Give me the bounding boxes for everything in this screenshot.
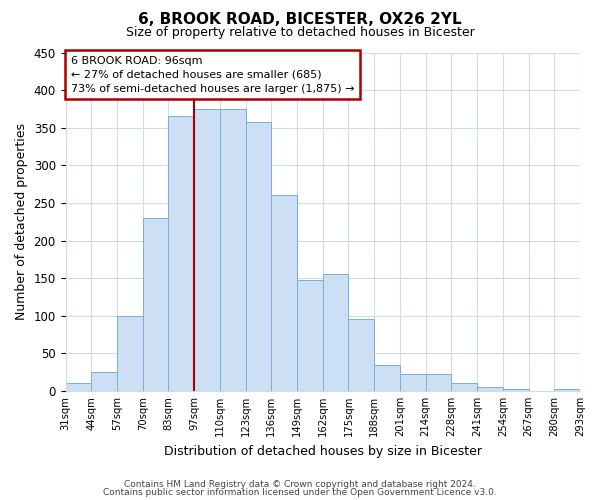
Text: 6 BROOK ROAD: 96sqm
← 27% of detached houses are smaller (685)
73% of semi-detac: 6 BROOK ROAD: 96sqm ← 27% of detached ho… — [71, 56, 354, 94]
Bar — [271, 196, 297, 391]
Text: Contains HM Land Registry data © Crown copyright and database right 2024.: Contains HM Land Registry data © Crown c… — [124, 480, 476, 489]
Text: Size of property relative to detached houses in Bicester: Size of property relative to detached ho… — [125, 26, 475, 39]
Bar — [117, 316, 143, 391]
Bar — [425, 374, 451, 391]
Bar — [297, 280, 323, 391]
Bar — [169, 116, 194, 391]
Bar — [143, 218, 169, 391]
Bar — [220, 109, 245, 391]
Bar — [349, 320, 374, 391]
Bar — [503, 388, 529, 391]
Bar — [477, 387, 503, 391]
Bar — [374, 364, 400, 391]
Bar — [400, 374, 425, 391]
Bar — [554, 388, 580, 391]
Bar — [323, 274, 349, 391]
Text: 6, BROOK ROAD, BICESTER, OX26 2YL: 6, BROOK ROAD, BICESTER, OX26 2YL — [138, 12, 462, 28]
Bar — [451, 384, 477, 391]
Bar — [245, 122, 271, 391]
Bar — [194, 109, 220, 391]
Bar — [65, 384, 91, 391]
Y-axis label: Number of detached properties: Number of detached properties — [15, 123, 28, 320]
Bar — [91, 372, 117, 391]
Text: Contains public sector information licensed under the Open Government Licence v3: Contains public sector information licen… — [103, 488, 497, 497]
X-axis label: Distribution of detached houses by size in Bicester: Distribution of detached houses by size … — [164, 444, 482, 458]
